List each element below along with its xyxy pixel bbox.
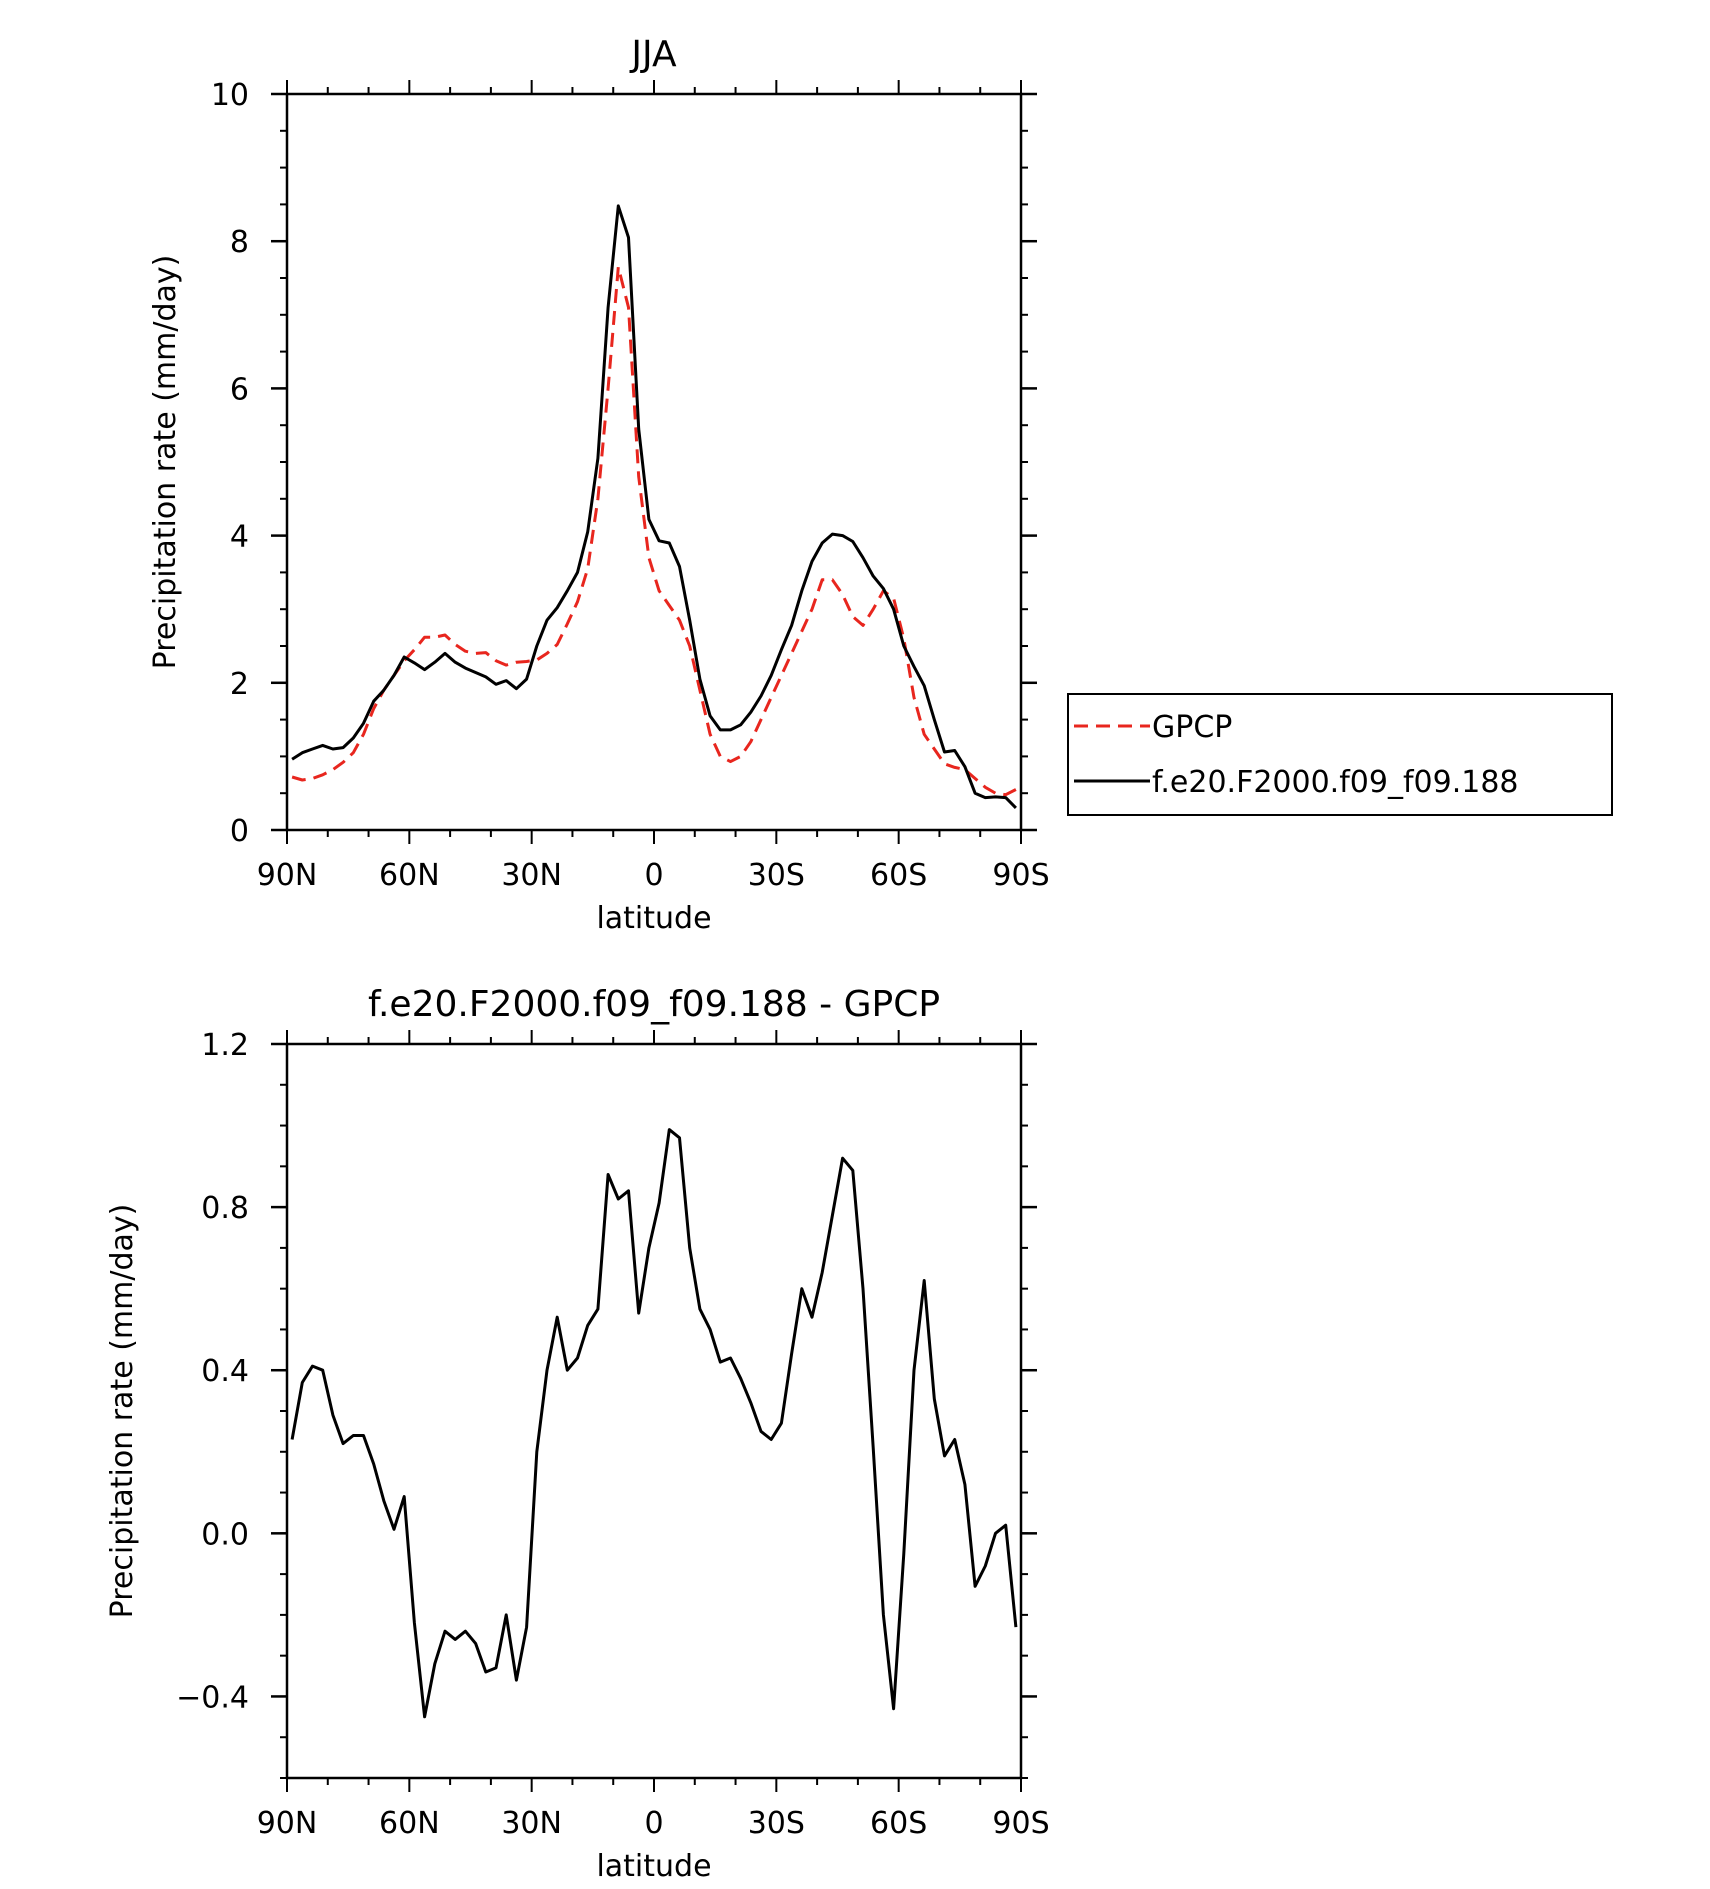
x-tick-label: 0 [644, 858, 663, 893]
x-tick-label: 60N [379, 1806, 440, 1841]
legend-entry: GPCP [1152, 710, 1232, 745]
legend-entry: f.e20.F2000.f09_f09.188 [1152, 765, 1519, 800]
y-tick-label: 0 [230, 814, 249, 849]
y-tick-label: 1.2 [201, 1028, 249, 1063]
y-tick-label: 0.8 [201, 1191, 249, 1226]
y-axis-label: Precipitation rate (mm/day) [105, 1204, 140, 1619]
x-tick-label: 30N [501, 858, 562, 893]
x-tick-label: 60N [379, 858, 440, 893]
x-tick-label: 30S [748, 858, 805, 893]
y-tick-label: 6 [230, 372, 249, 407]
y-tick-label: 2 [230, 667, 249, 702]
y-tick-label: 8 [230, 225, 249, 260]
y-tick-label: −0.4 [176, 1680, 249, 1715]
chart-top-jja: JJA 90N 60N 30N 0 30S 60S 90S 0 2 4 6 8 10 latitude Pre… [148, 34, 1613, 936]
chart-title: JJA [629, 34, 677, 75]
y-tick-label: 10 [211, 78, 249, 113]
x-tick-label: 60S [870, 858, 927, 893]
y-tick-label: 0.0 [201, 1517, 249, 1552]
chart-title: f.e20.F2000.f09_f09.188 - GPCP [368, 984, 940, 1025]
x-tick-label: 0 [644, 1806, 663, 1841]
chart-bottom-difference: f.e20.F2000.f09_f09.188 - GPCP 90N 60N 30N 0… [105, 984, 1050, 1884]
legend-box [1067, 693, 1613, 816]
series-line-f-e20-f2000-f09-f09-188 [291, 204, 1017, 809]
y-tick-label: 0.4 [201, 1354, 249, 1389]
x-axis-label: latitude [596, 901, 711, 936]
series-line-gpcp [291, 265, 1017, 797]
x-tick-label: 90N [257, 858, 318, 893]
y-tick-label: 4 [230, 520, 249, 555]
x-tick-label: 30S [748, 1806, 805, 1841]
x-tick-label: 90S [992, 1806, 1049, 1841]
x-tick-label: 60S [870, 1806, 927, 1841]
x-tick-label: 90S [992, 858, 1049, 893]
legend: GPCP f.e20.F2000.f09_f09.188 [1067, 693, 1613, 816]
x-tick-label: 30N [501, 1806, 562, 1841]
y-axis-label: Precipitation rate (mm/day) [148, 255, 183, 670]
x-axis-label: latitude [596, 1849, 711, 1884]
plot-frame [285, 92, 1023, 832]
series-line-difference [290, 1128, 1018, 1719]
x-tick-label: 90N [257, 1806, 318, 1841]
